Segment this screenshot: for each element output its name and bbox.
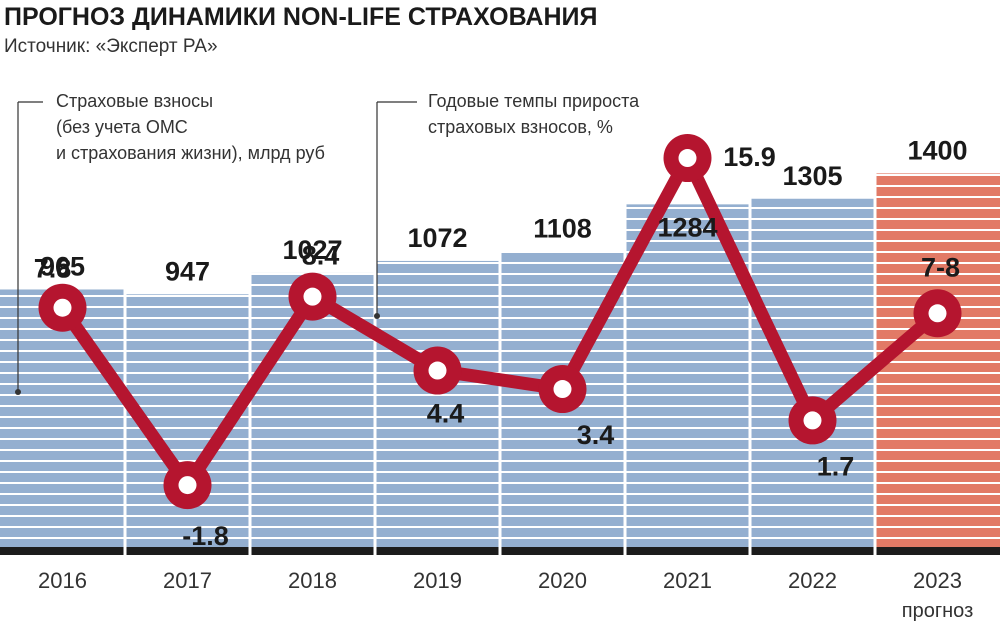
baseline-segment-2019 <box>376 547 499 555</box>
growth-legend: Годовые темпы прироста страховых взносов… <box>374 91 640 319</box>
growth-marker-center-2020 <box>553 380 572 399</box>
growth-value-label-2017: -1.8 <box>182 521 229 551</box>
bar-value-label-2021: 1284 <box>657 212 717 242</box>
growth-marker-center-2021 <box>678 149 697 168</box>
premiums-legend-line-2: (без учета ОМС <box>56 117 188 137</box>
premiums-legend: Страховые взносы (без учета ОМС и страхо… <box>15 91 325 395</box>
bar-2019 <box>376 260 499 547</box>
x-tick-label-2020: 2020 <box>538 568 587 593</box>
forecast-note-label: прогноз <box>902 600 973 622</box>
growth-value-label-2020: 3.4 <box>577 420 615 450</box>
x-tick-label-2023: 2023 <box>913 568 962 593</box>
bar-value-label-2020: 1108 <box>533 213 592 243</box>
growth-marker-center-2018 <box>303 287 322 306</box>
growth-value-label-2021: 15.9 <box>723 142 776 172</box>
bars-layer <box>0 173 1000 548</box>
growth-marker-center-2017 <box>178 476 197 495</box>
baseline-segment-2016 <box>0 547 124 555</box>
bar-value-label-2016: 965 <box>40 251 85 281</box>
bar-value-label-2022: 1305 <box>782 161 842 191</box>
bar-value-label-2017: 947 <box>165 256 210 286</box>
bar-value-label-2019: 1072 <box>407 223 467 253</box>
x-tick-label-2019: 2019 <box>413 568 462 593</box>
x-tick-label-2017: 2017 <box>163 568 212 593</box>
premiums-legend-line-1: Страховые взносы <box>56 91 213 111</box>
baseline-segment-2020 <box>501 547 624 555</box>
baseline-segment-2021 <box>626 547 749 555</box>
baseline-layer <box>0 547 1000 555</box>
baseline-segment-2022 <box>751 547 874 555</box>
bar-2023 <box>876 173 1000 547</box>
x-tick-label-2018: 2018 <box>288 568 337 593</box>
bar-2022 <box>751 198 874 547</box>
growth-legend-dot <box>374 313 380 319</box>
bar-value-label-2023: 1400 <box>907 135 967 165</box>
baseline-segment-2018 <box>251 547 374 555</box>
bar-2016 <box>0 289 124 547</box>
x-tick-label-2021: 2021 <box>663 568 712 593</box>
bar-2021 <box>626 204 749 548</box>
growth-marker-center-2023 <box>928 304 947 323</box>
growth-value-label-2016: 7.8 <box>34 254 72 284</box>
growth-value-label-2023: 7-8 <box>921 252 960 282</box>
chart-subtitle: Источник: «Эксперт РА» <box>4 36 218 57</box>
growth-value-label-2018: 8.4 <box>302 241 340 271</box>
growth-line-layer <box>38 134 962 510</box>
bar-value-label-2018: 1027 <box>282 235 342 265</box>
growth-legend-line-1: Годовые темпы прироста <box>428 91 640 111</box>
x-tick-label-2016: 2016 <box>38 568 87 593</box>
premiums-legend-line-3: и страхования жизни), млрд руб <box>56 143 325 163</box>
growth-line <box>56 151 944 492</box>
growth-legend-line-2: страховых взносов, % <box>428 117 613 137</box>
baseline-segment-2017 <box>126 547 249 555</box>
growth-marker-center-2022 <box>803 411 822 430</box>
premiums-legend-dot <box>15 389 21 395</box>
growth-marker-center-2019 <box>428 361 447 380</box>
baseline-segment-2023 <box>876 547 1000 555</box>
chart-title: ПРОГНОЗ ДИНАМИКИ NON-LIFE СТРАХОВАНИЯ <box>4 3 597 31</box>
growth-value-label-2019: 4.4 <box>427 399 465 429</box>
labels-layer: 965 947 1027 1072 1108 1284 1305 1400 7.8 -1.8 8.4… <box>34 135 974 622</box>
growth-value-label-2022: 1.7 <box>817 451 855 481</box>
growth-marker-center-2016 <box>53 298 72 317</box>
x-tick-label-2022: 2022 <box>788 568 837 593</box>
